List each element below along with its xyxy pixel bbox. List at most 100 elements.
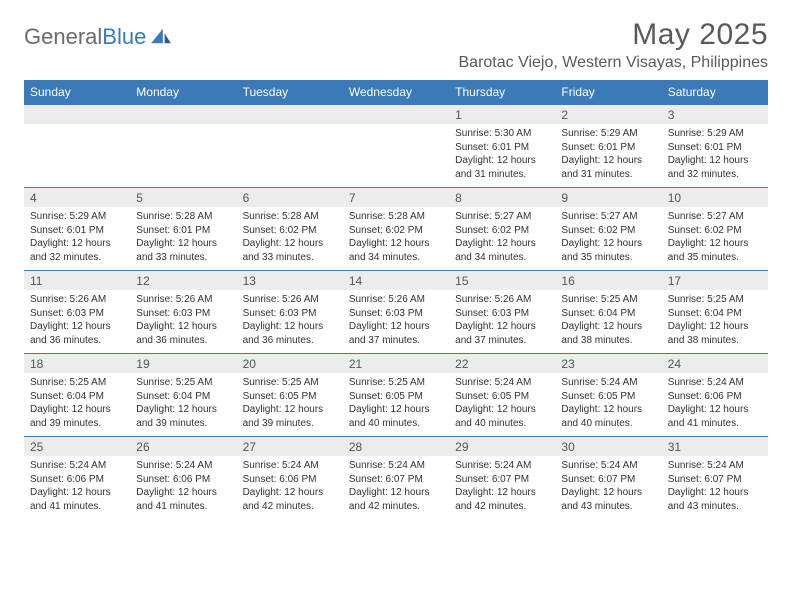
day-cell: Sunrise: 5:27 AMSunset: 6:02 PMDaylight:… — [449, 207, 555, 270]
day-detail-line: Sunrise: 5:25 AM — [136, 376, 230, 390]
day-detail-line: Sunrise: 5:29 AM — [30, 210, 124, 224]
day-detail-line: Sunset: 6:01 PM — [668, 141, 762, 155]
day-number: 1 — [449, 105, 555, 124]
day-cell: Sunrise: 5:30 AMSunset: 6:01 PMDaylight:… — [449, 124, 555, 187]
day-detail-line: Sunset: 6:02 PM — [349, 224, 443, 238]
day-number: 22 — [449, 354, 555, 373]
day-detail-line: Sunset: 6:06 PM — [30, 473, 124, 487]
day-detail-line: Daylight: 12 hours — [349, 403, 443, 417]
day-detail-line: Daylight: 12 hours — [455, 320, 549, 334]
day-detail-line: Sunrise: 5:29 AM — [668, 127, 762, 141]
month-title: May 2025 — [459, 18, 769, 52]
day-detail-line: Daylight: 12 hours — [561, 237, 655, 251]
day-detail-line: Daylight: 12 hours — [136, 237, 230, 251]
day-detail-line: Sunset: 6:01 PM — [136, 224, 230, 238]
week-row: 18192021222324Sunrise: 5:25 AMSunset: 6:… — [24, 353, 768, 436]
day-detail-line: and 43 minutes. — [561, 500, 655, 514]
day-number: 5 — [130, 188, 236, 207]
day-detail-line: Sunrise: 5:25 AM — [668, 293, 762, 307]
day-detail-line: Daylight: 12 hours — [30, 486, 124, 500]
day-detail-line: and 39 minutes. — [136, 417, 230, 431]
day-detail-line: Daylight: 12 hours — [668, 320, 762, 334]
day-cell: Sunrise: 5:24 AMSunset: 6:06 PMDaylight:… — [130, 456, 236, 519]
day-cell: Sunrise: 5:24 AMSunset: 6:07 PMDaylight:… — [555, 456, 661, 519]
brand-text-blue: Blue — [102, 24, 146, 49]
day-detail-line: Sunset: 6:03 PM — [30, 307, 124, 321]
day-cell: Sunrise: 5:28 AMSunset: 6:02 PMDaylight:… — [343, 207, 449, 270]
day-number — [237, 105, 343, 124]
weekday-header: Saturday — [662, 80, 768, 104]
day-detail-line: Daylight: 12 hours — [561, 486, 655, 500]
day-detail-line: Sunrise: 5:26 AM — [136, 293, 230, 307]
day-cell: Sunrise: 5:25 AMSunset: 6:04 PMDaylight:… — [662, 290, 768, 353]
day-number: 26 — [130, 437, 236, 456]
day-detail-line: Daylight: 12 hours — [243, 237, 337, 251]
day-detail-line: Sunrise: 5:25 AM — [30, 376, 124, 390]
day-number — [343, 105, 449, 124]
day-detail-line: Sunrise: 5:24 AM — [455, 376, 549, 390]
day-detail-line: Sunset: 6:06 PM — [136, 473, 230, 487]
day-detail-line: Daylight: 12 hours — [668, 237, 762, 251]
day-number: 28 — [343, 437, 449, 456]
day-cell — [343, 124, 449, 187]
day-detail-line: Daylight: 12 hours — [349, 320, 443, 334]
day-number: 10 — [662, 188, 768, 207]
day-detail-line: and 40 minutes. — [349, 417, 443, 431]
day-detail-line: Sunset: 6:03 PM — [136, 307, 230, 321]
day-detail-line: and 37 minutes. — [455, 334, 549, 348]
calendar-page: GeneralBlue May 2025 Barotac Viejo, West… — [0, 0, 792, 529]
day-cell: Sunrise: 5:27 AMSunset: 6:02 PMDaylight:… — [662, 207, 768, 270]
day-cell: Sunrise: 5:25 AMSunset: 6:04 PMDaylight:… — [130, 373, 236, 436]
day-detail-line: and 40 minutes. — [455, 417, 549, 431]
day-detail-line: and 36 minutes. — [243, 334, 337, 348]
day-detail-line: Sunrise: 5:25 AM — [561, 293, 655, 307]
day-detail-line: and 39 minutes. — [30, 417, 124, 431]
day-number: 30 — [555, 437, 661, 456]
day-number: 3 — [662, 105, 768, 124]
day-detail-line: Sunset: 6:06 PM — [668, 390, 762, 404]
day-detail-line: and 33 minutes. — [243, 251, 337, 265]
header: GeneralBlue May 2025 Barotac Viejo, West… — [24, 18, 768, 72]
day-detail-line: Sunrise: 5:24 AM — [668, 459, 762, 473]
day-detail-line: Daylight: 12 hours — [30, 320, 124, 334]
day-detail-line: Sunset: 6:07 PM — [561, 473, 655, 487]
day-cell: Sunrise: 5:28 AMSunset: 6:01 PMDaylight:… — [130, 207, 236, 270]
day-detail-line: and 42 minutes. — [455, 500, 549, 514]
day-detail-line: Sunrise: 5:27 AM — [561, 210, 655, 224]
day-number: 14 — [343, 271, 449, 290]
day-number: 23 — [555, 354, 661, 373]
day-detail-line: Daylight: 12 hours — [455, 486, 549, 500]
day-detail-line: Daylight: 12 hours — [243, 403, 337, 417]
day-detail-line: Daylight: 12 hours — [561, 403, 655, 417]
day-cell: Sunrise: 5:29 AMSunset: 6:01 PMDaylight:… — [24, 207, 130, 270]
week-row: 45678910Sunrise: 5:29 AMSunset: 6:01 PMD… — [24, 187, 768, 270]
day-cell: Sunrise: 5:24 AMSunset: 6:07 PMDaylight:… — [662, 456, 768, 519]
day-cell: Sunrise: 5:26 AMSunset: 6:03 PMDaylight:… — [237, 290, 343, 353]
day-detail-line: and 32 minutes. — [668, 168, 762, 182]
day-detail-line: Sunset: 6:02 PM — [243, 224, 337, 238]
day-number: 27 — [237, 437, 343, 456]
day-detail-line: Daylight: 12 hours — [455, 154, 549, 168]
day-detail-line: Sunset: 6:07 PM — [668, 473, 762, 487]
day-cell — [130, 124, 236, 187]
day-detail-line: Sunset: 6:02 PM — [455, 224, 549, 238]
location-subtitle: Barotac Viejo, Western Visayas, Philippi… — [459, 54, 769, 72]
day-detail-line: Sunrise: 5:27 AM — [668, 210, 762, 224]
day-detail-line: Daylight: 12 hours — [349, 237, 443, 251]
title-block: May 2025 Barotac Viejo, Western Visayas,… — [459, 18, 769, 72]
day-detail-line: Sunset: 6:02 PM — [668, 224, 762, 238]
day-detail-line: Sunrise: 5:25 AM — [243, 376, 337, 390]
day-detail-line: Sunset: 6:05 PM — [243, 390, 337, 404]
day-detail-line: Daylight: 12 hours — [243, 486, 337, 500]
day-detail-line: Sunrise: 5:24 AM — [455, 459, 549, 473]
day-detail-line: Daylight: 12 hours — [349, 486, 443, 500]
day-cell: Sunrise: 5:24 AMSunset: 6:05 PMDaylight:… — [449, 373, 555, 436]
day-detail-line: Sunset: 6:05 PM — [349, 390, 443, 404]
day-detail-line: and 38 minutes. — [561, 334, 655, 348]
day-cell: Sunrise: 5:29 AMSunset: 6:01 PMDaylight:… — [555, 124, 661, 187]
day-number: 18 — [24, 354, 130, 373]
day-detail-line: and 36 minutes. — [136, 334, 230, 348]
day-cell: Sunrise: 5:26 AMSunset: 6:03 PMDaylight:… — [130, 290, 236, 353]
weekday-header-row: SundayMondayTuesdayWednesdayThursdayFrid… — [24, 80, 768, 104]
week-row: 123Sunrise: 5:30 AMSunset: 6:01 PMDaylig… — [24, 104, 768, 187]
